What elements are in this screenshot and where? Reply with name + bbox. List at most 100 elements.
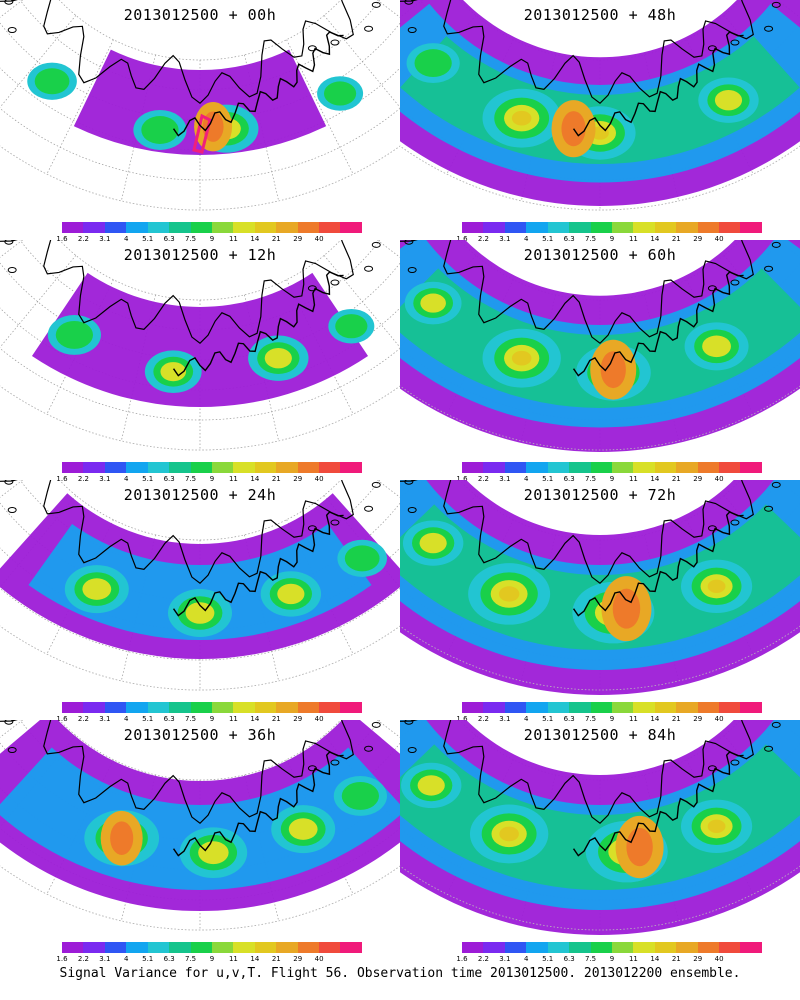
colorbar-tick-label: 40 (314, 715, 324, 723)
coastline (400, 240, 754, 345)
colorbar-tick-label: 2.2 (77, 235, 89, 243)
colorbar-tick-label: 7.5 (184, 955, 197, 963)
colorbar-segment (590, 942, 612, 953)
colorbar-tick-label: 14 (250, 475, 260, 483)
figure-caption: Signal Variance for u,v,T. Flight 56. Ob… (59, 966, 741, 981)
colorbar-tick-label: 5.1 (142, 955, 154, 963)
colorbar-segment (526, 222, 548, 233)
colorbar-segment (633, 942, 655, 953)
colorbar-tick-label: 1.6 (56, 235, 68, 243)
island-outline (771, 241, 781, 248)
island-outline (707, 45, 717, 52)
field-blob (335, 314, 368, 339)
colorbar-labels: 1.6 2.2 3.1 4 5.1 6.3 7.5 9 11 14 21 29 40 (456, 235, 762, 245)
colorbar-tick-label: 7.5 (584, 475, 597, 483)
colorbar-segment (211, 462, 234, 473)
colorbar-tick-label: 21 (271, 715, 281, 723)
island-outline (371, 481, 381, 488)
colorbar-tick-label: 9 (209, 955, 215, 963)
colorbar-tick-label: 1.6 (56, 715, 68, 723)
colorbar-segment (611, 222, 634, 233)
flight-track-box (192, 113, 212, 154)
field-blob (707, 579, 726, 593)
colorbar-tick-label: 6.3 (163, 235, 175, 243)
colorbar-segment (104, 462, 127, 473)
island-outline (407, 266, 417, 273)
polar-map (400, 480, 800, 695)
colorbar-segment (547, 222, 570, 233)
island-outline (771, 721, 781, 728)
colorbar-tick-label: 40 (714, 475, 724, 483)
coastline (400, 0, 754, 105)
colorbar-tick-label: 29 (293, 475, 303, 483)
coastline-alaska (172, 751, 344, 857)
colorbar-segment (611, 462, 634, 473)
field-blob (82, 578, 112, 600)
colorbar-tick-label: 2.2 (477, 715, 489, 723)
colorbar-segment (611, 942, 634, 953)
field-blob (498, 586, 520, 602)
field-blob (264, 347, 292, 369)
coastline (0, 0, 354, 105)
island-outline (4, 240, 14, 245)
island-outline (404, 0, 414, 5)
panel-title: 2013012500 + 60h (523, 246, 677, 264)
panel-title: 2013012500 + 84h (523, 726, 677, 744)
graticule-meridian (323, 255, 400, 348)
colorbar-segment (126, 462, 148, 473)
island-outline (730, 519, 740, 526)
polar-map (0, 720, 400, 931)
colorbar-tick-label: 7.5 (584, 955, 597, 963)
colorbar-tick-label: 40 (714, 955, 724, 963)
colorbar-tick-label: 9 (209, 475, 215, 483)
colorbar-segment (633, 222, 655, 233)
map-panel-36h: 2013012500 + 36h 1.6 2.2 3.1 4 5.1 6.3 7.5 9 11 1… (0, 720, 400, 963)
colorbar-tick-label: 14 (650, 475, 660, 483)
colorbar-segment (590, 462, 612, 473)
colorbar-segment (297, 222, 320, 233)
colorbar-segment (547, 942, 570, 953)
colorbar (62, 702, 362, 713)
colorbar-tick-label: 21 (271, 955, 281, 963)
graticule-meridian (323, 15, 400, 108)
colorbar-segment (483, 462, 505, 473)
colorbar-segment (676, 462, 698, 473)
island-outline (330, 519, 340, 526)
field-blob (417, 775, 445, 796)
panel-title: 2013012500 + 00h (123, 6, 277, 24)
island-outline (364, 505, 374, 512)
polar-map (0, 240, 400, 451)
colorbar-tick-label: 4 (124, 955, 129, 963)
colorbar-tick-label: 7.5 (584, 715, 597, 723)
island-outline (730, 39, 740, 46)
map-panel-48h: 2013012500 + 48h 1.6 2.2 3.1 4 5.1 6.3 7.5 9 11 1… (400, 0, 800, 243)
colorbar (462, 462, 762, 473)
graticule-parallel (0, 22, 400, 121)
colorbar-tick-label: 14 (650, 235, 660, 243)
colorbar-tick-label: 4 (524, 955, 529, 963)
colorbar-tick-label: 7.5 (184, 715, 197, 723)
colorbar-segment (276, 942, 298, 953)
colorbar-segment (254, 222, 277, 233)
colorbar-tick-label: 2.2 (477, 235, 489, 243)
field-blob (702, 335, 731, 358)
colorbar-segment (462, 702, 484, 713)
colorbar-segment (504, 222, 527, 233)
colorbar-segment (211, 222, 234, 233)
colorbar-segment (319, 942, 341, 953)
colorbar-segment (719, 462, 741, 473)
coastline (0, 720, 354, 825)
polar-map (400, 240, 800, 452)
field-blob (141, 116, 179, 144)
colorbar-tick-label: 9 (609, 955, 615, 963)
colorbar-tick-label: 1.6 (56, 475, 68, 483)
map-boundary (400, 865, 800, 931)
colorbar-segment (190, 462, 212, 473)
colorbar-tick-label: 7.5 (184, 475, 197, 483)
colorbar-segment (719, 702, 741, 713)
colorbar-tick-label: 14 (650, 955, 660, 963)
colorbar-segment (190, 222, 212, 233)
colorbar-segment (169, 942, 191, 953)
field-blob (34, 68, 70, 95)
colorbar-labels: 1.6 2.2 3.1 4 5.1 6.3 7.5 9 11 14 21 29 40 (56, 715, 362, 725)
